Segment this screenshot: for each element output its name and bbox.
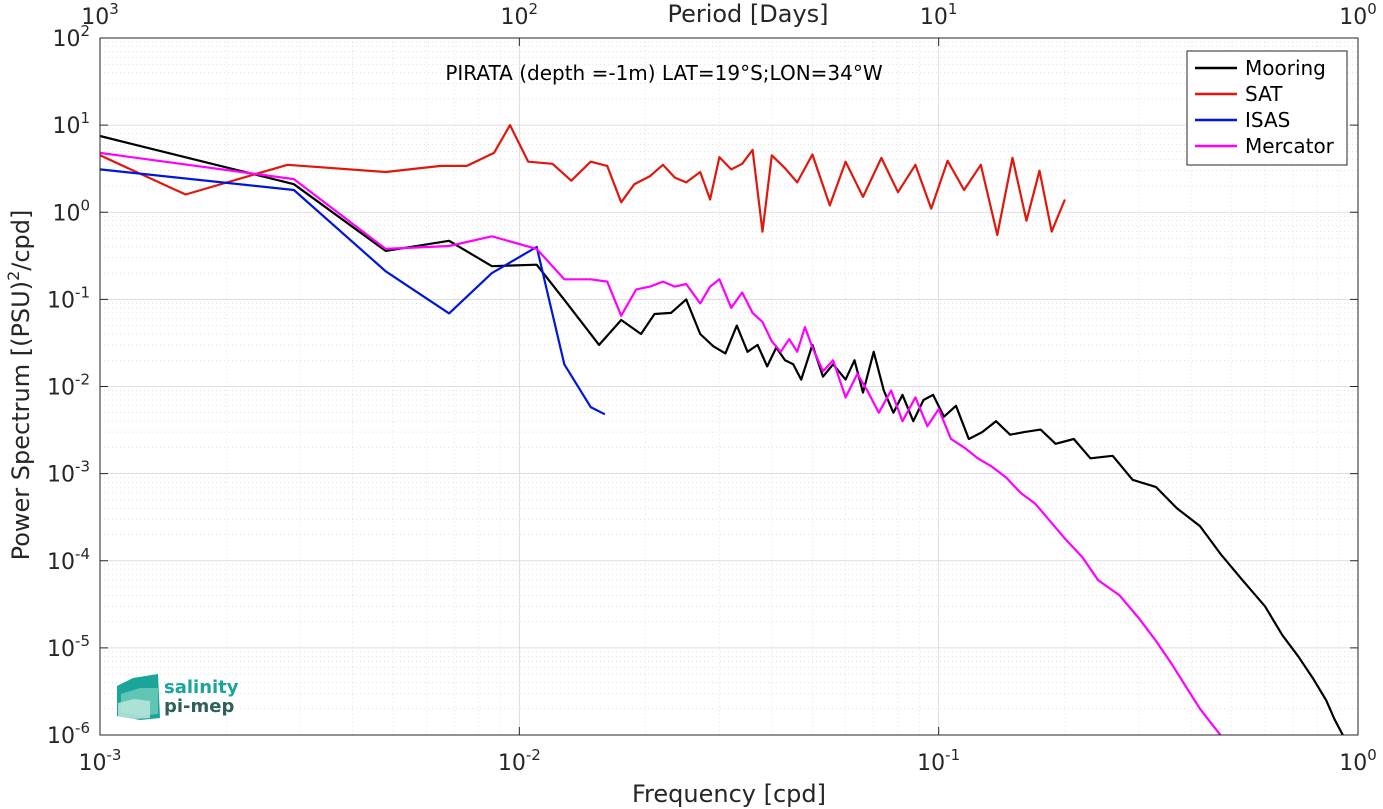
top-tick-label-exp: 1 (948, 0, 958, 18)
y-tick-label-exp: 2 (80, 22, 90, 40)
top-tick-label-exp: 2 (529, 0, 539, 18)
top-axis-title: Period [Days] (667, 0, 828, 28)
series-line-isas (99, 168, 606, 416)
top-tick-label: 103 (81, 0, 119, 30)
x-tick-label: 10-2 (498, 746, 541, 776)
y-tick-label-base: 10 (47, 288, 75, 313)
y-tick-label: 10-4 (47, 545, 90, 575)
top-tick-label-exp: 0 (1367, 0, 1377, 18)
x-axis-title: Frequency [cpd] (632, 780, 826, 808)
top-tick-label-base: 10 (501, 5, 529, 30)
series-layer (99, 123, 1344, 736)
x-tick-label: 10-3 (79, 746, 122, 776)
grid (99, 37, 1359, 736)
y-tick-label-base: 10 (52, 114, 80, 139)
y-tick-label-exp: -2 (75, 371, 90, 389)
series-line-sat (99, 123, 1066, 236)
y-tick-label-exp: -6 (75, 719, 90, 737)
y-tick-label-exp: 0 (80, 196, 90, 214)
y-tick-label-base: 10 (47, 463, 75, 488)
x-tick-label-base: 10 (498, 751, 526, 776)
y-tick-label-exp: -3 (75, 458, 90, 476)
legend-label-sat: SAT (1245, 82, 1283, 106)
top-tick-label-base: 10 (920, 5, 948, 30)
y-axis-title-tail: /cpd] (7, 210, 35, 271)
x-tick-label-exp: -1 (945, 746, 960, 764)
top-tick-label: 100 (1339, 0, 1377, 30)
y-tick-label: 10-3 (47, 458, 90, 488)
salinity-pi-mep-logo: salinity pi-mep (117, 674, 239, 720)
y-tick-label-base: 10 (47, 376, 75, 401)
y-tick-label-exp: -4 (75, 545, 90, 563)
y-tick-label-exp: -1 (75, 283, 90, 301)
x-tick-label-exp: -3 (107, 746, 122, 764)
x-tick-label: 100 (1339, 746, 1377, 776)
series-line-mercator (99, 151, 1222, 736)
y-tick-label-base: 10 (47, 550, 75, 575)
y-tick-label: 100 (52, 196, 90, 226)
x-tick-label-base: 10 (917, 751, 945, 776)
legend-label-mooring: Mooring (1245, 56, 1326, 80)
top-tick-label: 101 (920, 0, 958, 30)
y-tick-label-base: 10 (52, 27, 80, 52)
top-tick-label-base: 10 (1339, 5, 1367, 30)
x-tick-label: 10-1 (917, 746, 960, 776)
y-tick-label: 101 (52, 109, 90, 139)
y-tick-label: 10-2 (47, 371, 90, 401)
y-tick-label-base: 10 (52, 201, 80, 226)
legend-label-isas: ISAS (1245, 108, 1290, 132)
y-tick-label: 10-1 (47, 283, 90, 313)
logo-line2: pi-mep (164, 696, 234, 717)
y-tick-label: 10-6 (47, 719, 90, 749)
y-tick-label-exp: 1 (80, 109, 90, 127)
logo-wave-icon-3 (118, 699, 150, 719)
logo-line1: salinity (164, 677, 239, 698)
x-tick-label-base: 10 (79, 751, 107, 776)
series-line-mooring (99, 134, 1344, 736)
y-tick-label-exp: -5 (75, 632, 90, 650)
legend-label-mercator: Mercator (1245, 134, 1335, 158)
top-tick-label-base: 10 (81, 5, 109, 30)
top-tick-label-exp: 3 (109, 0, 119, 18)
top-tick-label: 102 (501, 0, 539, 30)
x-tick-label-exp: 0 (1367, 746, 1377, 764)
y-tick-label-base: 10 (47, 724, 75, 749)
y-tick-label: 102 (52, 22, 90, 52)
chart-annotation: PIRATA (depth =-1m) LAT=19°S;LON=34°W (445, 61, 883, 85)
y-axis-title: Power Spectrum [(PSU)2/cpd] (4, 210, 35, 561)
y-tick-label: 10-5 (47, 632, 90, 662)
y-tick-label-base: 10 (47, 637, 75, 662)
y-axis-title-main: Power Spectrum [(PSU) (7, 281, 35, 560)
y-axis-title-sup: 2 (4, 271, 23, 281)
x-tick-label-base: 10 (1339, 751, 1367, 776)
x-tick-label-exp: -2 (526, 746, 541, 764)
